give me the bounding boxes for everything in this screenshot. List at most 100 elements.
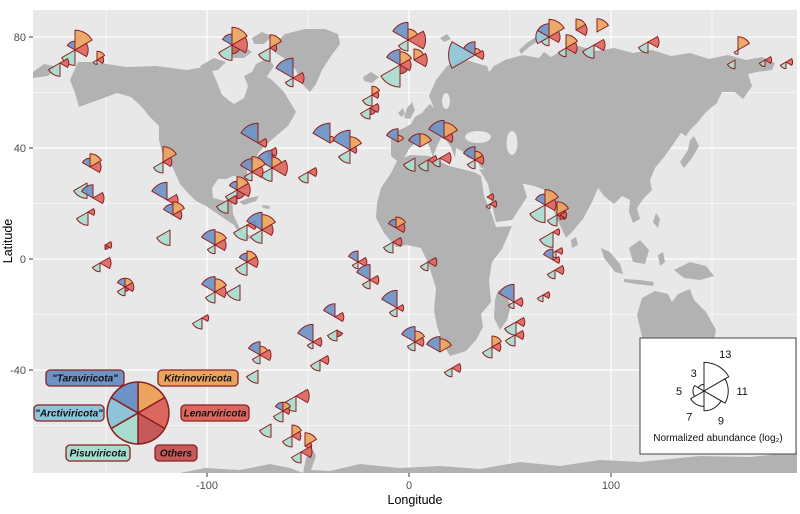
station-wedge-taraviricota <box>163 203 174 216</box>
station-pie <box>482 335 502 359</box>
station-wedge-lenarviricota <box>559 211 568 219</box>
station-wedge-lenarviricota <box>74 42 89 58</box>
station-pie <box>297 323 323 350</box>
station-wedge-lenarviricota <box>257 138 268 148</box>
station-wedge-lenarviricota <box>246 256 259 268</box>
station-wedge-taraviricota <box>275 57 294 79</box>
station-wedge-taraviricota <box>332 129 351 151</box>
land-shape <box>624 279 654 286</box>
size-legend-value: 7 <box>686 412 692 424</box>
station-wedge-others <box>104 244 110 250</box>
y-tick-label: -40 <box>10 365 26 377</box>
station-wedge-lenarviricota <box>259 349 272 361</box>
station-pie <box>539 228 561 248</box>
station-wedge-lenarviricota <box>172 210 183 220</box>
station-wedge-taraviricota <box>408 133 421 148</box>
size-legend-wedge <box>690 390 705 407</box>
station-wedge-lenarviricota <box>319 355 330 365</box>
station-wedge-pisuviricota <box>485 203 491 209</box>
station-wedge-pisuviricota <box>192 317 203 330</box>
station-wedge-taraviricota <box>392 21 409 41</box>
station-wedge-taraviricota <box>240 122 259 144</box>
legends-layer: Kitrinoviricota Lenarviricota Others Pisuvi… <box>33 337 797 462</box>
station-wedge-kitrinoviricota <box>544 189 559 206</box>
station-wedge-lenarviricota <box>439 152 452 164</box>
station-wedge-lenarviricota <box>261 224 274 236</box>
station-wedge-lenarviricota <box>544 199 557 211</box>
land-shape <box>479 169 527 222</box>
station-pie <box>557 34 578 58</box>
station-wedge-lenarviricota <box>214 286 227 298</box>
station-wedge-pisuviricota <box>418 159 429 172</box>
station-wedge-lenarviricota <box>269 44 278 52</box>
y-axis-title: Latitude <box>1 219 15 264</box>
land-shape <box>180 448 797 473</box>
station-wedge-pisuviricota <box>466 159 476 170</box>
station-wedge-taraviricota <box>386 49 401 66</box>
y-tick-label: 40 <box>14 143 26 155</box>
station-wedge-taraviricota <box>274 401 284 412</box>
land-shape <box>363 72 379 83</box>
station-wedge-pisuviricota <box>206 244 216 255</box>
station-wedge-lenarviricota <box>489 200 498 208</box>
station-wedge-pisuviricota <box>251 354 261 365</box>
station-wedge-taraviricota <box>535 193 546 206</box>
station-wedge-kitrinoviricota <box>162 146 177 163</box>
station-wedge-lenarviricota <box>162 157 173 167</box>
station-wedge-taraviricota <box>151 181 168 201</box>
station-pie <box>332 129 362 164</box>
station-wedge-taraviricota <box>543 248 554 261</box>
station-pie <box>758 56 773 68</box>
station-wedge-pisuviricota <box>529 204 546 224</box>
land-shape <box>252 32 272 44</box>
station-pie <box>387 216 406 233</box>
station-wedge-lenarviricota <box>575 24 588 36</box>
station-wedge-taraviricota <box>240 158 253 173</box>
station-wedge-pisuviricota <box>431 157 441 168</box>
station-wedge-lenarviricota <box>295 388 310 404</box>
station-pie <box>543 248 561 264</box>
station-pie <box>504 317 526 336</box>
legend-label-box <box>180 404 250 422</box>
size-legend-wedge <box>692 385 705 397</box>
station-wedge-lenarviricota <box>593 39 606 51</box>
station-pie <box>638 36 660 54</box>
station-wedge-pisuviricota <box>443 367 453 378</box>
station-wedge-pisuviricota <box>298 171 309 184</box>
station-wedge-lenarviricota <box>312 337 323 347</box>
station-wedge-lenarviricota <box>369 275 380 285</box>
station-wedge-lenarviricota <box>764 56 773 64</box>
land-shape <box>398 108 405 117</box>
station-wedge-lenarviricota <box>104 241 113 249</box>
station-wedge-pisuviricota <box>156 229 171 246</box>
station-wedge-lenarviricota <box>271 159 288 177</box>
station-wedge-pisuviricota <box>226 284 241 301</box>
station-wedge-kitrinoviricota <box>172 201 185 216</box>
station-pie <box>259 423 272 438</box>
station-pie <box>235 250 259 276</box>
station-wedge-pisuviricota <box>779 61 787 70</box>
station-wedge-taraviricota <box>348 250 359 263</box>
size-legend-wedge <box>703 378 729 404</box>
station-pie <box>401 326 425 352</box>
station-wedge-pisuviricota <box>546 269 556 280</box>
station-pie <box>360 103 380 120</box>
legend-label-box <box>33 404 105 422</box>
station-wedge-pisuviricota <box>482 346 493 359</box>
station-pie <box>392 21 427 52</box>
station-wedge-lenarviricota <box>451 363 462 373</box>
station-wedge-lenarviricota <box>89 161 102 173</box>
station-wedge-pisuviricota <box>539 231 554 248</box>
station-pie <box>559 211 568 220</box>
station-wedge-kitrinoviricota <box>556 201 569 216</box>
station-wedge-pisuviricota <box>284 77 294 88</box>
station-pie <box>116 277 135 297</box>
land-shape <box>571 237 578 248</box>
station-pie <box>156 229 171 246</box>
land-shape <box>248 58 274 87</box>
legend-pie-slice <box>110 381 139 414</box>
station-wedge-lenarviricota <box>334 312 345 322</box>
station-wedge-lenarviricota <box>236 182 251 198</box>
station-pie <box>535 18 565 47</box>
